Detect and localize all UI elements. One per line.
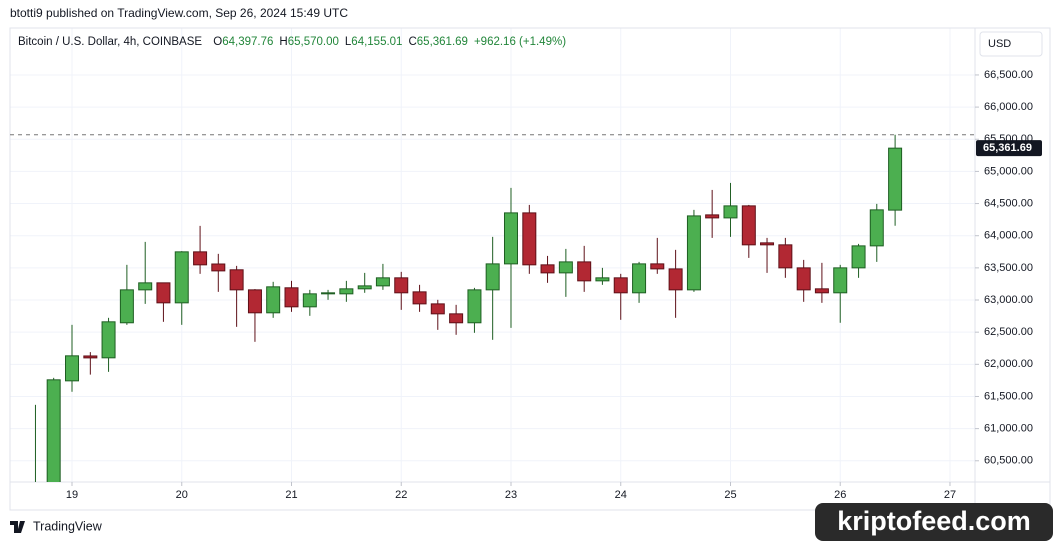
legend-key: C (408, 36, 416, 48)
y-tick-label: 62,000.00 (984, 358, 1033, 370)
x-tick-label: 26 (834, 489, 846, 501)
candle-body (266, 286, 281, 314)
x-tick-label: 23 (505, 489, 517, 501)
y-tick-label: 65,000.00 (984, 165, 1033, 177)
candle-body (503, 212, 518, 265)
candle-body (558, 261, 573, 274)
tv-logo-mark (10, 521, 25, 533)
candle-body (705, 214, 720, 219)
candle-body (632, 263, 647, 294)
x-tick-label: 19 (66, 489, 78, 501)
candle-body (302, 293, 317, 308)
candle-body (888, 147, 903, 211)
candle-body (686, 215, 701, 291)
candle-body (668, 268, 683, 291)
candle-body (851, 245, 866, 269)
tv-logo: TradingView (10, 519, 103, 533)
candle-body (394, 277, 409, 294)
candle-body (339, 288, 354, 295)
candle-body (796, 267, 811, 291)
candle-body (650, 263, 665, 270)
candle-body (485, 263, 500, 291)
last-price-label: 65,361.69 (983, 142, 1032, 154)
brand: TradingView (33, 519, 103, 533)
candle-body (83, 355, 98, 359)
x-tick-label: 22 (395, 489, 407, 501)
candle-body (174, 251, 189, 304)
candle-body (229, 269, 244, 291)
candle-body (467, 289, 482, 324)
last-price-box (976, 140, 1042, 157)
y-tick-label: 66,000.00 (984, 101, 1033, 113)
candles (29, 134, 903, 500)
candle-body (375, 277, 390, 287)
candle-body (833, 267, 848, 294)
legend-value: 65,361.69 (417, 36, 468, 48)
y-tick-label: 64,500.00 (984, 197, 1033, 209)
candle-body (65, 355, 80, 382)
y-tick-label: 62,500.00 (984, 326, 1033, 338)
x-tick-label: 27 (944, 489, 956, 501)
candle-body (357, 285, 372, 290)
legend-value: 64,397.76 (222, 36, 273, 48)
ohlc-legend: Bitcoin / U.S. Dollar, 4h, COINBASE O64,… (18, 36, 566, 48)
y-tick-label: 61,500.00 (984, 390, 1033, 402)
candle-body (814, 288, 829, 294)
currency[interactable]: USD (988, 38, 1011, 50)
candle-body (613, 277, 628, 294)
candle-body (46, 379, 61, 482)
candle-body (760, 242, 775, 246)
candle-body (430, 303, 445, 315)
candle-body (741, 205, 756, 246)
legend-key: O (213, 36, 222, 48)
x-tick-label: 20 (176, 489, 188, 501)
candle-body (723, 205, 738, 219)
y-tick-label: 66,500.00 (984, 69, 1033, 81)
candle-body (778, 244, 793, 269)
candle-body (247, 289, 262, 314)
y-tick-label: 60,500.00 (984, 455, 1033, 467)
byline: btotti9 published on TradingView.com, Se… (10, 6, 348, 20)
legend-value: 64,155.01 (351, 36, 402, 48)
watermark-box (815, 503, 1053, 541)
legend-key: H (279, 36, 287, 48)
candle-body (577, 261, 592, 282)
x-tick-label: 21 (285, 489, 297, 501)
candle-body (29, 487, 42, 500)
legend-change: +962.16 (+1.49%) (474, 36, 566, 48)
candle-body (193, 251, 208, 266)
x-tick-label: 25 (724, 489, 736, 501)
x-tick-label: 24 (615, 489, 627, 501)
candle-body (449, 313, 464, 324)
legend-key: L (345, 36, 352, 48)
y-tick-label: 63,000.00 (984, 294, 1033, 306)
candle-body (101, 321, 116, 359)
y-tick-label: 64,000.00 (984, 230, 1033, 242)
candle-body (284, 287, 299, 308)
candle-body (595, 277, 610, 282)
candle-body (540, 264, 555, 274)
currency-box[interactable] (979, 31, 1043, 57)
y-tick-label: 61,000.00 (984, 423, 1033, 435)
candle-body (211, 263, 226, 272)
candle-body (119, 289, 134, 324)
symbol-title: Bitcoin / U.S. Dollar, 4h, COINBASE (18, 36, 202, 48)
chart-frame (9, 27, 1051, 511)
y-tick-label: 63,500.00 (984, 262, 1033, 274)
candle-body (138, 282, 153, 291)
candle-body (156, 282, 171, 304)
candle-body (869, 209, 884, 247)
candle-body (522, 212, 537, 266)
watermark: kriptofeed.com (837, 506, 1031, 536)
legend-value: 65,570.00 (288, 36, 339, 48)
candle-body (412, 291, 427, 305)
candle-body (321, 292, 336, 295)
